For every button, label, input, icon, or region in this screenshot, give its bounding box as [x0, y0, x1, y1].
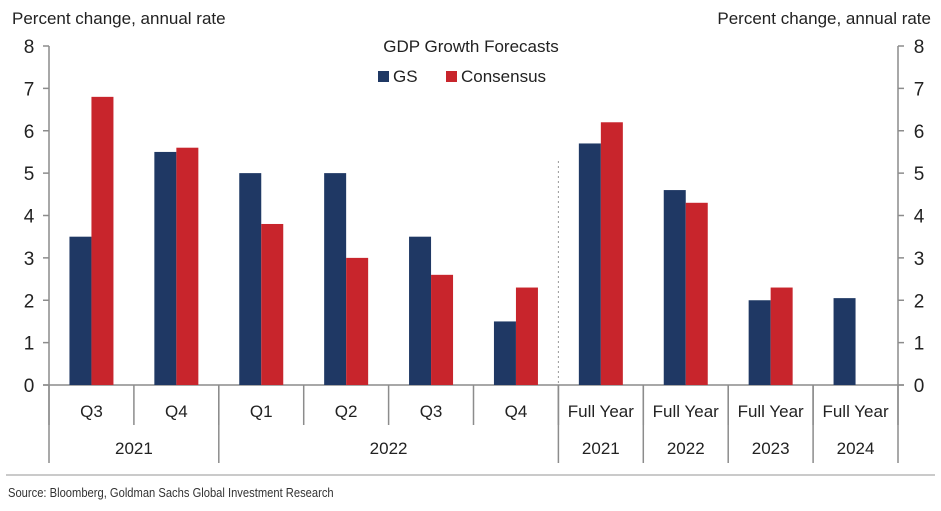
right-y-tick-label: 8 [914, 37, 925, 58]
right-axis-label: Percent change, annual rate [717, 9, 931, 28]
right-y-tick-label: 6 [914, 122, 925, 143]
bar-gs-2 [239, 173, 262, 385]
right-y-tick-label: 0 [914, 376, 925, 397]
legend-swatch-gs [378, 71, 389, 82]
left-y-tick-label: 0 [24, 376, 35, 397]
left-y-tick-label: 5 [24, 164, 35, 185]
x-category-label: Full Year [822, 402, 888, 421]
bar-consensus-6 [600, 122, 623, 386]
left-y-tick-label: 7 [24, 79, 35, 100]
right-y-tick-label: 3 [914, 249, 925, 270]
x-category-label: Full Year [568, 402, 634, 421]
x-category-label: Q3 [420, 402, 443, 421]
x-group-label: 2021 [115, 439, 153, 458]
right-y-tick-label: 4 [914, 207, 925, 228]
left-y-tick-label: 8 [24, 37, 35, 58]
chart-title: GDP Growth Forecasts [383, 37, 558, 56]
left-y-tick-label: 2 [24, 291, 35, 312]
bar-consensus-3 [346, 257, 369, 385]
bar-consensus-2 [261, 223, 284, 385]
x-group-label: 2024 [837, 439, 875, 458]
x-group-label: 2023 [752, 439, 790, 458]
legend: GS Consensus [378, 67, 546, 86]
x-category-label: Q4 [505, 402, 528, 421]
x-group-label: 2022 [667, 439, 705, 458]
bar-consensus-7 [685, 202, 708, 385]
source-note: Source: Bloomberg, Goldman Sachs Global … [8, 485, 334, 500]
bar-consensus-4 [431, 274, 454, 385]
bar-consensus-1 [176, 147, 199, 385]
right-y-tick-label: 2 [914, 291, 925, 312]
x-category-label: Q1 [250, 402, 273, 421]
right-y-tick-label: 7 [914, 79, 925, 100]
left-y-tick-label: 3 [24, 249, 35, 270]
x-group-label: 2022 [370, 439, 408, 458]
x-category-label: Q4 [165, 402, 188, 421]
x-category-label: Full Year [653, 402, 719, 421]
bar-gs-5 [493, 321, 516, 385]
bar-gs-8 [748, 300, 771, 385]
legend-swatch-consensus [446, 71, 457, 82]
bar-consensus-0 [91, 96, 114, 385]
left-y-tick-label: 1 [24, 334, 35, 355]
x-category-label: Full Year [738, 402, 804, 421]
right-y-tick-label: 1 [914, 334, 925, 355]
bar-consensus-8 [770, 287, 793, 385]
legend-label-gs: GS [393, 67, 418, 86]
right-y-tick-label: 5 [914, 164, 925, 185]
bar-gs-9 [833, 298, 856, 385]
bar-gs-0 [69, 236, 92, 385]
x-category-label: Q2 [335, 402, 358, 421]
left-axis-label: Percent change, annual rate [12, 9, 226, 28]
legend-label-consensus: Consensus [461, 67, 546, 86]
left-y-tick-label: 6 [24, 122, 35, 143]
bar-gs-7 [663, 190, 686, 385]
bar-gs-3 [324, 173, 347, 385]
left-y-tick-label: 4 [24, 207, 35, 228]
x-group-label: 2021 [582, 439, 620, 458]
bar-gs-6 [578, 143, 601, 385]
bar-gs-1 [154, 151, 177, 385]
x-category-label: Q3 [80, 402, 103, 421]
bar-gs-4 [409, 236, 432, 385]
bar-consensus-5 [515, 287, 538, 385]
